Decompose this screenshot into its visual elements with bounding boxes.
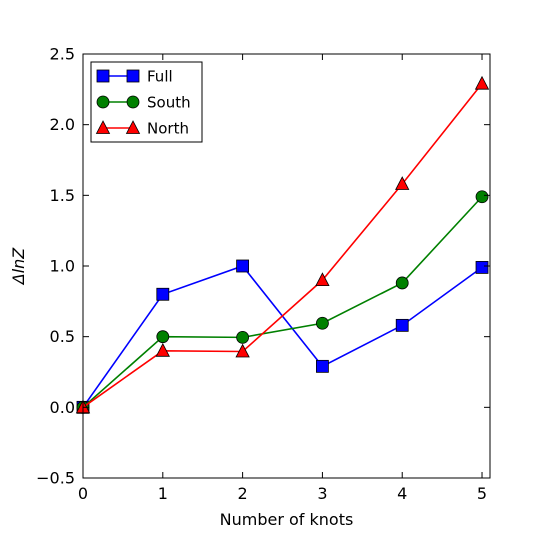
data-point-full: [236, 259, 250, 273]
x-axis-label: Number of knots: [220, 510, 354, 529]
legend-label-full: Full: [147, 68, 173, 86]
legend-marker-full: [126, 69, 140, 83]
data-point-north: [474, 75, 490, 90]
x-tick-label: 5: [477, 484, 487, 503]
data-point-north: [315, 272, 330, 287]
data-point-full: [475, 261, 489, 274]
x-tick-label: 0: [78, 484, 88, 503]
y-axis-label: ΔlnZ: [9, 247, 28, 287]
y-tick-label: 0.0: [50, 398, 75, 417]
series-line-north: [82, 83, 483, 408]
data-point-north: [235, 343, 250, 358]
x-tick-label: 2: [238, 484, 248, 503]
legend-marker-full: [96, 69, 110, 83]
x-tick-label: 1: [158, 484, 168, 503]
data-point-full: [156, 287, 170, 301]
data-point-full: [316, 359, 329, 373]
y-tick-label: 2.0: [50, 115, 75, 134]
data-point-south: [236, 330, 250, 344]
data-point-north: [395, 176, 410, 190]
legend-marker-south: [96, 95, 110, 109]
y-tick-label: 2.5: [50, 45, 75, 64]
x-tick-label: 3: [317, 484, 327, 503]
tick-layer: 0 1 2 3 4 5 −0.5 0.0 0.5 1.0 1.5 2.0 2.5: [36, 45, 490, 503]
legend: Full South North: [90, 61, 203, 143]
y-tick-label: −0.5: [36, 469, 75, 488]
legend-marker-north: [125, 120, 141, 134]
legend-entry-full: Full: [96, 68, 173, 86]
legend-label-north: North: [147, 120, 189, 138]
data-point-full: [395, 318, 409, 332]
data-point-south: [316, 316, 329, 330]
data-point-south: [156, 330, 170, 344]
y-tick-label: 0.5: [50, 327, 75, 346]
legend-marker-north: [95, 120, 111, 134]
x-tick-label: 4: [397, 484, 407, 503]
data-point-north: [155, 342, 170, 357]
data-point-south: [475, 190, 489, 204]
legend-marker-south: [126, 95, 140, 109]
legend-entry-south: South: [96, 94, 191, 112]
legend-entry-north: North: [95, 120, 189, 138]
data-point-south: [395, 276, 409, 290]
series-north: [75, 75, 490, 414]
y-tick-label: 1.0: [50, 257, 75, 276]
series-line-south: [82, 196, 483, 408]
y-tick-label: 1.5: [50, 186, 75, 205]
legend-label-south: South: [147, 94, 191, 112]
